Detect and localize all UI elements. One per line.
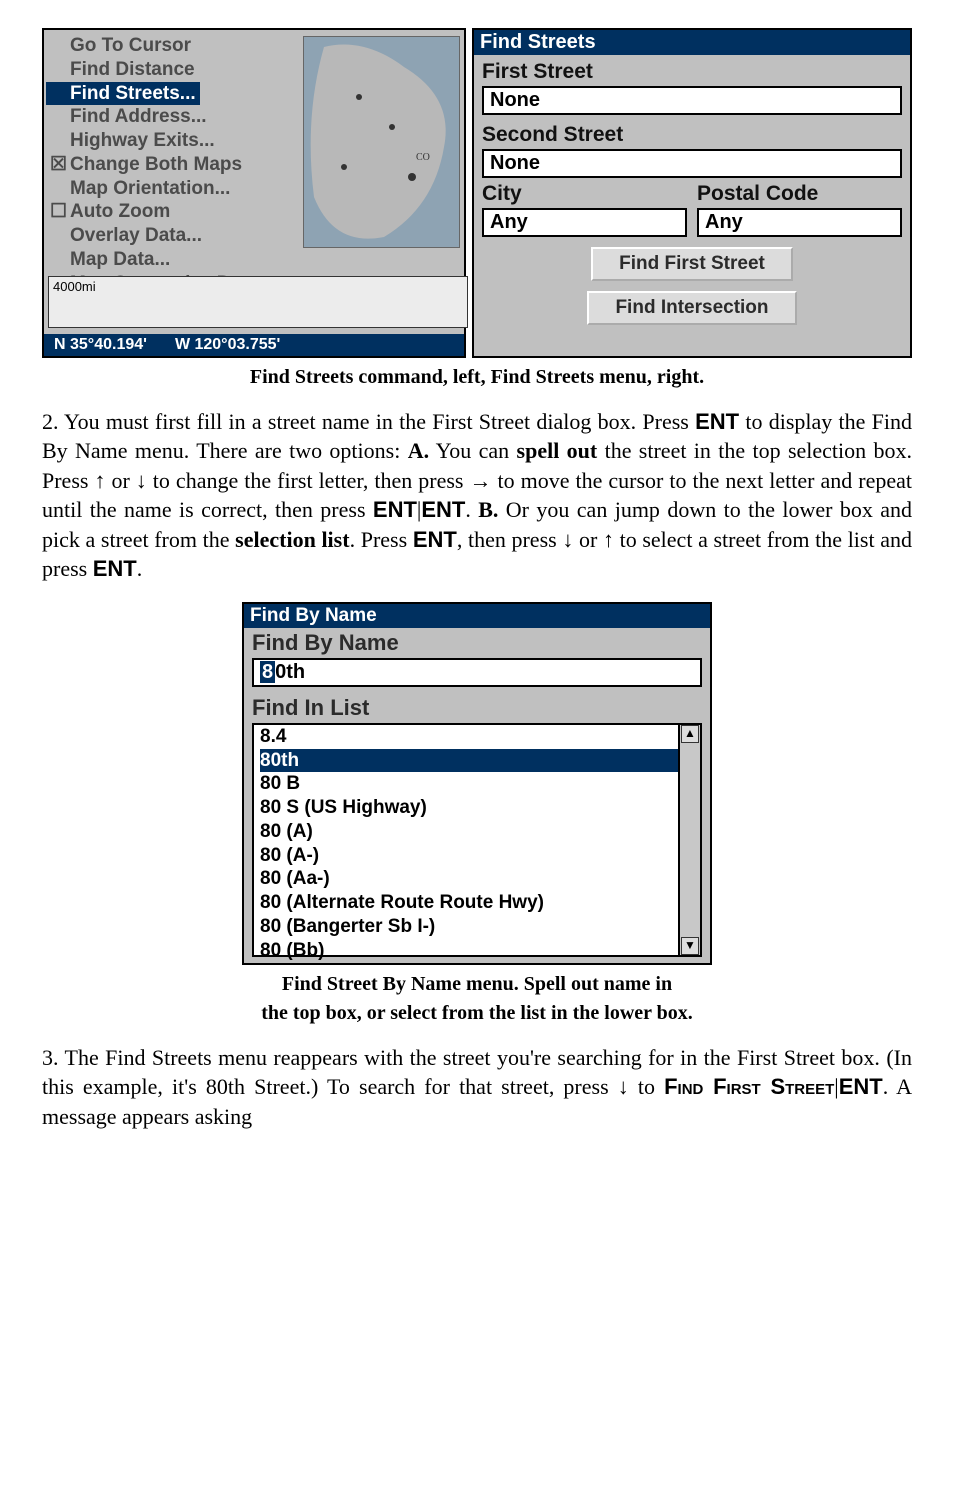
list-item[interactable]: 80th — [260, 749, 682, 773]
coord-n: N 35°40.194' — [54, 336, 147, 354]
fbn-input[interactable]: 80th — [252, 658, 702, 687]
figure-2-caption-2: the top box, or select from the list in … — [42, 1002, 912, 1025]
find-by-name-panel: Find By Name Find By Name 80th Find In L… — [242, 602, 712, 965]
fbn-list[interactable]: 8.480th80 B80 S (US Highway)80 (A)80 (A-… — [252, 723, 702, 957]
figure-1: Go To CursorFind DistanceFind Streets...… — [42, 28, 912, 358]
find-in-list-label: Find In List — [252, 695, 702, 721]
list-item[interactable]: 80 B — [260, 772, 682, 796]
first-street-label: First Street — [482, 60, 902, 84]
list-item[interactable]: 80 (A-) — [260, 844, 682, 868]
postal-input[interactable]: Any — [697, 208, 902, 237]
svg-text:CO: CO — [416, 152, 430, 163]
mini-map: CO — [303, 36, 460, 248]
fbn-subtitle: Find By Name — [252, 630, 702, 656]
menu-item[interactable]: Map Data... — [50, 248, 464, 272]
paragraph-2: 3. The Find Streets menu reappears with … — [42, 1043, 912, 1131]
second-street-input[interactable]: None — [482, 149, 902, 178]
scroll-up-icon[interactable]: ▲ — [681, 725, 699, 743]
list-item[interactable]: 8.4 — [260, 725, 682, 749]
list-item[interactable]: 80 (Alternate Route Route Hwy) — [260, 891, 682, 915]
menu-item[interactable]: Find Streets... — [46, 82, 200, 106]
postal-label: Postal Code — [697, 182, 902, 206]
city-input[interactable]: Any — [482, 208, 687, 237]
second-street-label: Second Street — [482, 123, 902, 147]
panel-title: Find Streets — [474, 30, 910, 55]
find-first-street-button[interactable]: Find First Street — [591, 247, 793, 281]
find-intersection-button[interactable]: Find Intersection — [587, 291, 796, 325]
map-menu-panel: Go To CursorFind DistanceFind Streets...… — [42, 28, 466, 358]
scroll-down-icon[interactable]: ▼ — [681, 937, 699, 955]
list-item[interactable]: 80 (Bangerter Sb I-) — [260, 915, 682, 939]
scale-box: 4000mi — [48, 276, 468, 328]
paragraph-1: 2. You must first fill in a street name … — [42, 407, 912, 584]
figure-1-caption: Find Streets command, left, Find Streets… — [42, 366, 912, 389]
list-item[interactable]: 80 S (US Highway) — [260, 796, 682, 820]
list-item[interactable]: 80 (Aa-) — [260, 867, 682, 891]
scrollbar[interactable]: ▲ ▼ — [678, 725, 700, 955]
list-item[interactable]: 80 (A) — [260, 820, 682, 844]
figure-2-caption: Find Street By Name menu. Spell out name… — [42, 973, 912, 996]
coord-bar: N 35°40.194' W 120°03.755' — [44, 334, 464, 356]
coord-w: W 120°03.755' — [175, 336, 280, 354]
fbn-title: Find By Name — [244, 604, 710, 628]
first-street-input[interactable]: None — [482, 86, 902, 115]
find-streets-panel: Find Streets First Street None Second St… — [472, 28, 912, 358]
list-item[interactable]: 80 (Bb) — [260, 939, 682, 963]
scale-value: 4000mi — [53, 279, 96, 294]
city-label: City — [482, 182, 687, 206]
